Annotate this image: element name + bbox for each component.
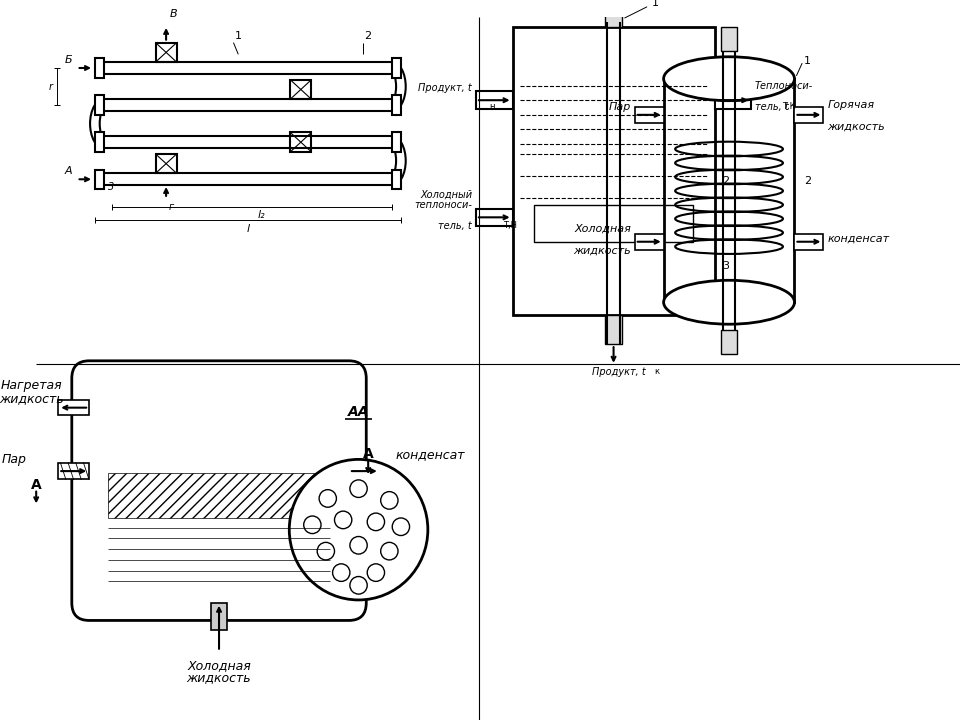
Text: Холодная: Холодная [574,224,631,234]
Bar [156,42,177,62]
Circle shape [303,516,321,534]
Circle shape [289,459,428,600]
Bar [393,58,401,78]
Text: r: r [49,81,53,91]
Text: А: А [363,446,373,461]
Text: г: г [169,202,174,212]
Ellipse shape [663,57,795,101]
Bar [95,95,104,115]
Text: н: н [490,102,495,111]
Bar [721,27,736,51]
Bar [348,463,380,479]
Bar [59,400,89,415]
Bar [513,27,714,315]
Bar [108,473,329,518]
Circle shape [349,536,368,554]
Text: Т,К: Т,К [782,102,796,111]
Bar [605,7,622,27]
Text: теплоноси-: теплоноси- [414,200,472,210]
Circle shape [332,564,349,582]
Text: 1: 1 [625,0,660,18]
Text: 2: 2 [723,176,730,186]
Bar [795,234,824,250]
Bar [393,169,401,189]
Text: Теплоноси-: Теплоноси- [755,81,813,91]
Text: жидкость: жидкость [186,671,252,684]
Circle shape [349,577,368,594]
Circle shape [381,492,398,509]
Text: 3: 3 [723,261,730,271]
Ellipse shape [663,280,795,324]
Text: 1: 1 [804,56,811,66]
Text: жидкость: жидкость [828,122,885,132]
Bar [635,234,663,250]
Bar [635,107,663,122]
Circle shape [319,490,336,507]
Text: Б: Б [65,55,73,65]
Bar [476,209,513,226]
Text: l₂: l₂ [258,210,266,220]
Bar [95,132,104,152]
Bar [59,463,89,479]
Bar [663,78,795,302]
Circle shape [393,518,410,536]
Text: Продукт, t: Продукт, t [591,366,645,377]
Text: конденсат: конденсат [396,449,465,462]
Bar [95,58,104,78]
Text: тель, t: тель, t [439,221,472,231]
Bar [605,315,622,344]
Text: Холодный: Холодный [420,190,472,199]
Bar [795,107,824,122]
Bar [393,132,401,152]
Bar [534,204,693,242]
Circle shape [381,542,398,560]
Text: Пар: Пар [2,453,27,467]
Text: жидкость: жидкость [0,392,63,405]
Text: 1: 1 [235,31,242,40]
Text: 3: 3 [108,182,114,192]
FancyBboxPatch shape [72,361,367,621]
Circle shape [317,542,334,560]
Text: тель, t: тель, t [755,102,789,112]
Text: Продукт, t: Продукт, t [419,84,472,94]
Text: А: А [31,478,41,492]
Bar [393,95,401,115]
Text: жидкость: жидкость [573,246,631,256]
Circle shape [334,511,351,528]
Text: Горячая: Горячая [828,100,875,110]
Bar [290,132,311,152]
Bar [476,91,513,109]
Bar [95,169,104,189]
Circle shape [368,513,385,531]
Text: 2: 2 [804,176,811,186]
Bar [290,80,311,99]
Circle shape [349,480,368,498]
Text: к: к [654,367,660,376]
Text: 2: 2 [365,31,372,40]
Text: В: В [170,9,178,19]
Text: А: А [64,166,72,176]
Bar [721,330,736,354]
Text: Холодная: Холодная [187,660,251,672]
Text: Нагретая: Нагретая [1,379,62,392]
Bar [211,603,227,630]
Bar [156,154,177,174]
Bar [714,91,751,109]
Text: АА: АА [348,405,370,419]
Text: Т,Н: Т,Н [503,221,516,230]
Text: конденсат: конденсат [828,234,889,244]
Circle shape [368,564,385,582]
Text: Пар: Пар [609,102,631,112]
Text: l: l [247,224,250,234]
